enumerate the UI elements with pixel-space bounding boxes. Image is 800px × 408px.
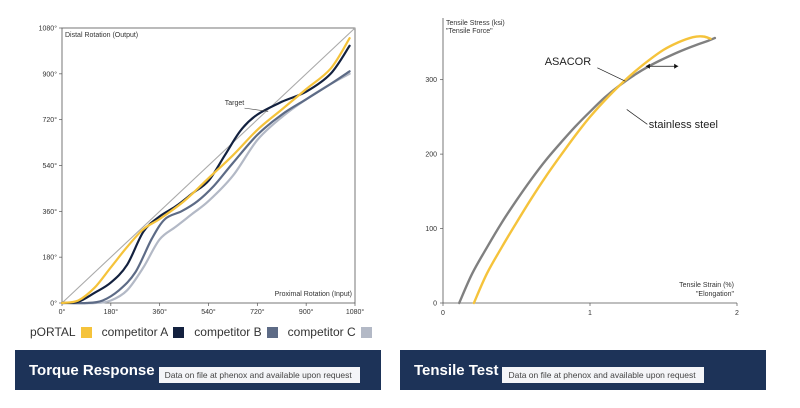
gap-arrow-left-head xyxy=(645,63,650,69)
legend-swatch xyxy=(80,326,92,338)
asacor-annotation: ASACOR xyxy=(545,56,592,68)
x-axis-sublabel: "Elongation" xyxy=(696,291,735,298)
series-line-asacor xyxy=(472,35,712,305)
banner-title: Torque Response xyxy=(29,361,155,379)
y-axis-label: Distal Rotation (Output) xyxy=(65,32,138,39)
x-axis-label: Proximal Rotation (Input) xyxy=(275,291,352,298)
series-line-stainless-steel xyxy=(458,36,717,305)
legend-label: competitor C xyxy=(287,325,356,339)
series-line-competitor-c xyxy=(60,72,351,305)
x-tick-label: 0° xyxy=(59,308,66,316)
stainless-steel-annotation: stainless steel xyxy=(649,119,718,131)
tensile-test-chart: 0 1 2 0 100 200 300 Tensile Stress (ksi)"Tensil… xyxy=(425,18,739,317)
x-tick-label: 720° xyxy=(250,308,265,316)
x-tick-label: 1080° xyxy=(346,308,365,316)
x-tick-label: 540° xyxy=(201,308,216,316)
banner-note: Data on file at phenox and available upo… xyxy=(158,367,360,383)
legend-item-competitor-c: competitor C xyxy=(288,325,372,339)
series-line-portal xyxy=(60,37,351,305)
y-tick-label: 0 xyxy=(433,301,437,308)
gap-arrow-right-head xyxy=(674,63,679,69)
y-tick-label: 300 xyxy=(425,77,437,84)
y-tick-label: 900° xyxy=(43,70,58,78)
legend-item-competitor-b: competitor B xyxy=(194,325,278,339)
x-tick-label: 1 xyxy=(588,310,592,317)
torque-legend: pORTAL competitor A competitor B competi… xyxy=(30,323,382,341)
y-tick-label: 200 xyxy=(425,152,437,159)
y-tick-label: 360° xyxy=(43,208,58,216)
x-tick-label: 900° xyxy=(299,308,314,316)
banner-title: Tensile Test xyxy=(414,361,499,379)
legend-label: competitor A xyxy=(101,325,169,339)
y-tick-label: 100 xyxy=(425,226,437,233)
stainless-steel-leader xyxy=(626,109,648,125)
legend-label: pORTAL xyxy=(30,325,76,339)
target-annotation: Target xyxy=(225,100,245,107)
legend-item-competitor-a: competitor A xyxy=(102,325,185,339)
y-tick-label: 540° xyxy=(43,162,58,170)
x-tick-label: 360° xyxy=(152,308,167,316)
x-tick-label: 0 xyxy=(441,310,445,317)
x-axis-label: Tensile Strain (%) xyxy=(679,282,734,289)
y-axis-label: Tensile Stress (ksi) xyxy=(446,20,505,27)
legend-swatch xyxy=(173,326,185,338)
series-line-competitor-b xyxy=(60,70,351,305)
x-tick-label: 2 xyxy=(735,310,739,317)
y-axis-sublabel: "Tensile Force" xyxy=(446,28,493,35)
y-tick-label: 0° xyxy=(50,300,57,308)
asacor-leader xyxy=(597,67,626,82)
y-tick-label: 180° xyxy=(43,254,58,262)
series-line-competitor-a xyxy=(60,44,351,305)
torque-response-chart: 0° 180° 360° 540° 720° 900° 1080° 0° 180° 360° 540… xyxy=(39,25,365,317)
legend-swatch xyxy=(360,326,372,338)
y-tick-label: 720° xyxy=(43,116,58,124)
target-annotation-leader xyxy=(244,107,269,112)
x-tick-label: 180° xyxy=(104,308,119,316)
tensile-test-banner: Tensile Test Data on file at phenox and … xyxy=(400,350,766,390)
torque-response-banner: Torque Response Data on file at phenox a… xyxy=(15,350,381,390)
banner-note: Data on file at phenox and available upo… xyxy=(502,367,704,383)
legend-label: competitor B xyxy=(194,325,262,339)
legend-item-portal: pORTAL xyxy=(30,325,92,339)
legend-swatch xyxy=(266,326,278,338)
y-tick-label: 1080° xyxy=(39,25,58,33)
target-reference-line xyxy=(61,27,356,304)
